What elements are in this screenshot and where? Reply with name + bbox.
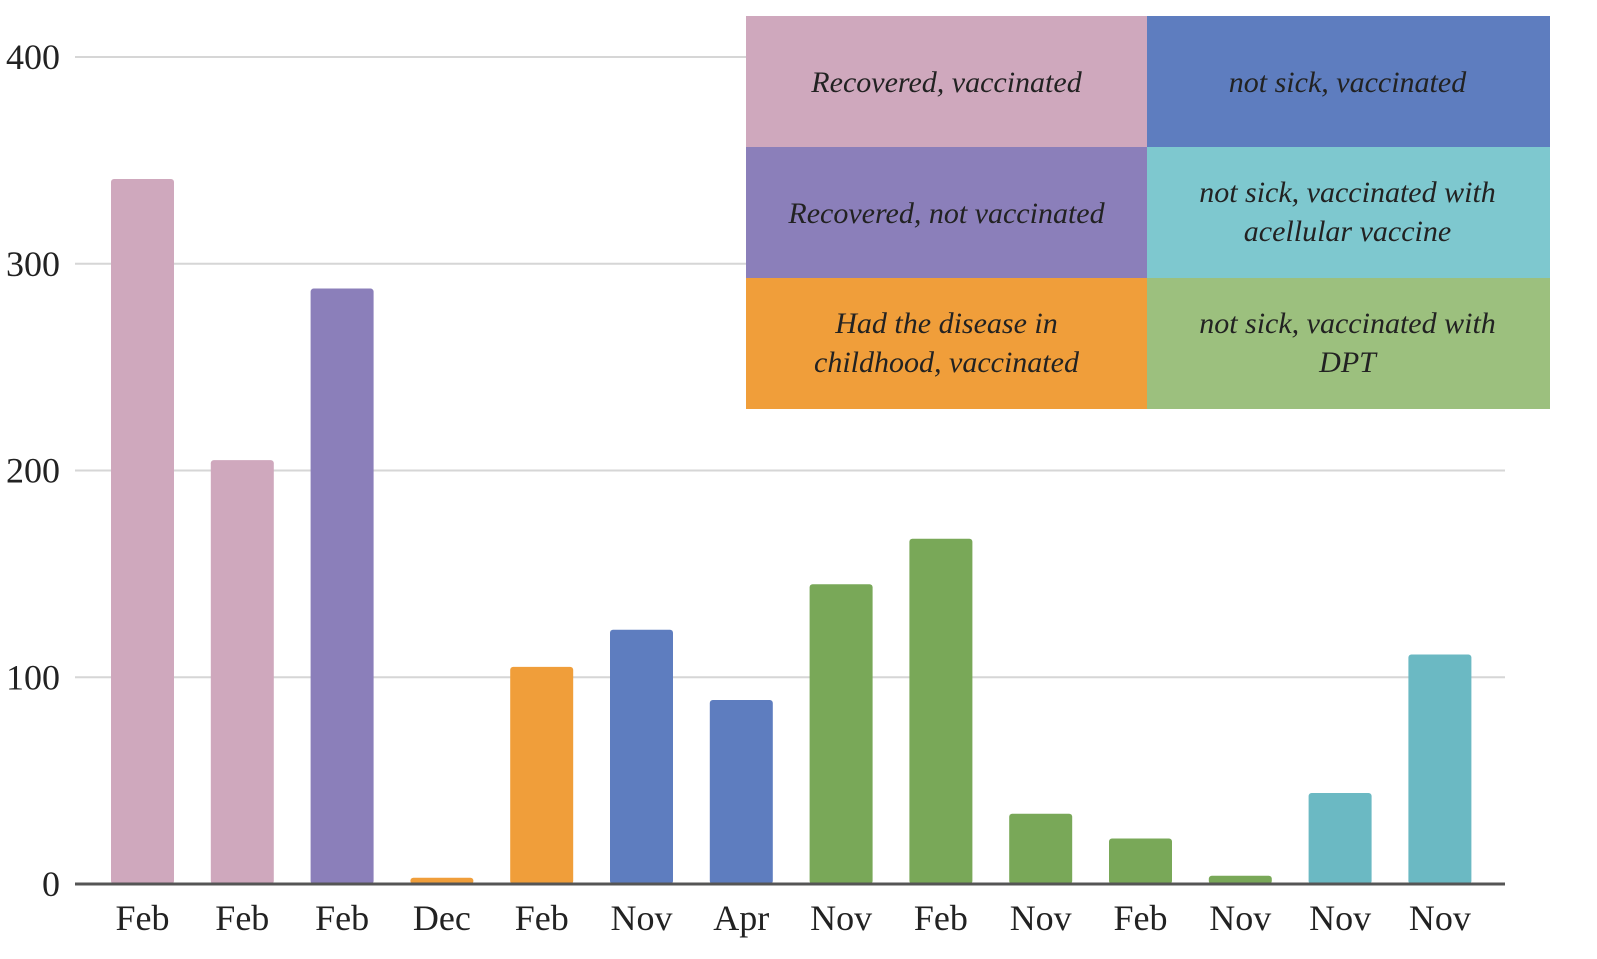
x-tick-label: Feb [116,898,170,938]
y-tick-label: 200 [6,451,60,491]
x-tick-label: Nov [1209,898,1271,938]
legend-label: Recovered, vaccinated [810,66,1082,99]
legend-label: not sick, vaccinated with acellular vacci… [1199,176,1496,248]
bar [410,877,474,884]
legend-swatch [1147,147,1550,278]
legend-label: not sick, vaccinated [1229,66,1467,99]
y-tick-label: 100 [6,657,60,697]
bar [1308,793,1372,884]
bar [210,460,274,884]
bar [310,288,374,884]
bar [610,629,673,884]
x-tick-label: Dec [413,898,471,938]
bar [709,699,773,884]
bar [1109,838,1172,884]
y-tick-label: 300 [6,244,60,284]
x-tick-label: Nov [611,898,673,938]
bar [1009,813,1073,884]
legend-swatch [746,278,1147,409]
x-tick-label: Feb [1114,898,1168,938]
x-tick-label: Feb [215,898,269,938]
bar [909,538,973,884]
x-tick-label: Nov [1309,898,1371,938]
y-axis-ticks: 0 100 200 300 400 [6,37,60,904]
y-tick-label: 0 [42,864,60,904]
x-tick-label: Nov [1409,898,1471,938]
bar [510,666,574,884]
x-tick-label: Feb [515,898,569,938]
legend-swatch [746,16,1147,147]
x-tick-label: Nov [810,898,872,938]
legend-label: Recovered, not vaccinated [787,197,1105,230]
bar [809,584,873,884]
legend: Recovered, vaccinated not sick, vaccinate… [746,16,1550,409]
legend-swatch [746,147,1147,278]
x-tick-label: Feb [315,898,369,938]
bar [1408,654,1472,884]
bars [111,178,1472,885]
legend-swatch [1147,278,1550,409]
legend-swatch [1147,16,1550,147]
bar [111,178,174,885]
x-tick-label: Apr [713,898,769,938]
legend-label: Had the disease in childhood, vaccinated [814,307,1080,379]
x-tick-label: Nov [1010,898,1072,938]
bar [1208,875,1272,884]
legend-label: not sick, vaccinated with DPT [1199,307,1496,379]
x-tick-label: Feb [914,898,968,938]
y-tick-label: 400 [6,37,60,77]
x-axis-labels: Feb Feb Feb Dec Feb Nov Apr Nov Feb Nov Feb Nov Nov N… [116,898,1471,938]
